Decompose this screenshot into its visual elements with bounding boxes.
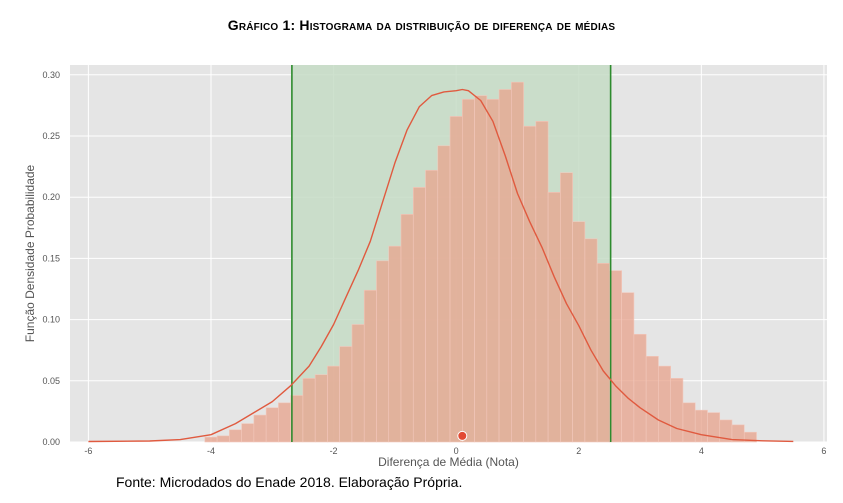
- histogram-bar: [327, 365, 341, 443]
- histogram-bar: [425, 169, 439, 443]
- histogram-bar: [278, 402, 291, 443]
- histogram-bar: [596, 262, 610, 443]
- histogram-bar: [241, 423, 255, 443]
- x-tick-label: 4: [699, 446, 704, 456]
- histogram-bar: [486, 98, 500, 443]
- histogram-bar: [302, 378, 316, 443]
- histogram-bar: [376, 260, 390, 443]
- histogram-bar: [461, 98, 475, 443]
- histogram-bar: [314, 374, 328, 443]
- histogram-bar: [572, 221, 586, 443]
- x-tick-label: -2: [330, 446, 338, 456]
- x-axis-label: Diferença de Média (Nota): [378, 455, 519, 469]
- histogram-bar: [645, 356, 659, 443]
- y-tick-label: 0.10: [42, 315, 60, 325]
- histogram-bar: [535, 121, 549, 443]
- histogram-bar: [388, 245, 402, 443]
- y-tick-label: 0.00: [42, 437, 60, 447]
- chart-title: Gráfico 1: Histograma da distribuição de…: [227, 17, 616, 33]
- histogram-bar: [670, 378, 684, 443]
- histogram-bar: [743, 431, 757, 443]
- histogram-bar: [412, 187, 426, 443]
- histogram-bar: [547, 191, 561, 443]
- histogram-bar: [204, 436, 218, 443]
- histogram-bar: [694, 409, 708, 443]
- histogram-bar: [437, 145, 451, 443]
- histogram-bar: [351, 324, 365, 443]
- y-tick-label: 0.05: [42, 376, 60, 386]
- x-tick-label: 6: [821, 446, 826, 456]
- histogram-bar: [229, 429, 242, 443]
- histogram-bar: [658, 365, 671, 443]
- histogram-bar: [400, 214, 414, 443]
- y-tick-label: 0.25: [42, 131, 60, 141]
- histogram-bar: [523, 125, 537, 443]
- x-tick-label: -4: [207, 446, 215, 456]
- y-tick-label: 0.15: [42, 253, 60, 263]
- kde-curve: [88, 88, 794, 443]
- histogram-bar: [560, 172, 573, 443]
- histogram-bar: [216, 435, 230, 443]
- mean-marker: [457, 430, 468, 441]
- x-axis-ticks: -6 -4 -2 0 2 4 6: [84, 446, 826, 456]
- x-tick-label: 2: [576, 446, 581, 456]
- histogram-bar: [449, 116, 463, 443]
- histogram-bar: [633, 333, 647, 443]
- histogram-bar: [511, 81, 524, 443]
- histogram-bar: [339, 346, 353, 443]
- histogram-bar: [253, 414, 267, 443]
- histogram-bars: [204, 81, 757, 443]
- histogram-bar: [621, 292, 635, 443]
- histogram-bar: [474, 95, 488, 443]
- histogram-bar: [682, 402, 696, 443]
- y-axis-ticks: 0.00 0.05 0.10 0.15 0.20 0.25 0.30: [42, 70, 60, 447]
- source-note: Fonte: Microdados do Enade 2018. Elabora…: [116, 474, 463, 490]
- histogram-bar: [363, 289, 377, 443]
- x-tick-label: -6: [84, 446, 92, 456]
- x-tick-label: 0: [454, 446, 459, 456]
- y-tick-label: 0.20: [42, 192, 60, 202]
- y-axis-label: Função Densidade Probabilidade: [23, 164, 37, 342]
- y-tick-label: 0.30: [42, 70, 60, 80]
- histogram-bar: [265, 407, 279, 443]
